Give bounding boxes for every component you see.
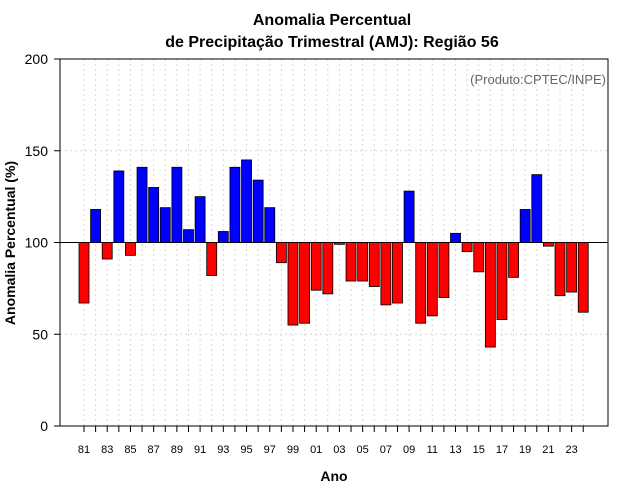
bar-1983	[101, 242, 113, 260]
bar-1992	[206, 242, 218, 276]
bar-1982	[90, 209, 102, 243]
bar-1998	[275, 242, 287, 264]
x-tick-label: 21	[542, 444, 554, 456]
bar-1991	[194, 196, 206, 243]
bar-2010	[415, 242, 427, 324]
x-tick-label: 95	[240, 444, 252, 456]
bar-1987	[148, 187, 160, 243]
bar-2022	[554, 242, 566, 297]
x-tick-label: 03	[333, 444, 345, 456]
bar-2013	[450, 232, 461, 243]
x-tick-label: 85	[124, 444, 136, 456]
bar-2012	[438, 242, 450, 298]
y-tick-label: 50	[32, 326, 48, 342]
x-tick-label: 83	[101, 444, 113, 456]
chart-title: Anomalia Percentual	[253, 12, 411, 29]
bar-1986	[136, 166, 148, 243]
bar-2018	[508, 242, 519, 278]
bar-2023	[566, 242, 578, 293]
x-tick-label: 09	[403, 444, 415, 456]
gridlines	[60, 58, 608, 427]
x-tick-label: 81	[78, 444, 90, 456]
x-tick-label: 13	[449, 444, 461, 456]
bar-1985	[125, 242, 136, 256]
x-tick-label: 87	[148, 444, 160, 456]
x-tick-label: 05	[357, 444, 369, 456]
bar-2009	[403, 190, 415, 243]
bar-1999	[287, 242, 299, 326]
bar-2000	[299, 242, 310, 324]
y-tick-label: 0	[40, 418, 48, 434]
y-tick-label: 100	[25, 235, 49, 251]
bar-2015	[473, 242, 485, 273]
bar-1995	[241, 159, 252, 243]
x-tick-label: 89	[171, 444, 183, 456]
bar-2024	[577, 242, 589, 313]
bar-2006	[368, 242, 380, 287]
bar-2020	[531, 174, 543, 243]
bar-2004	[345, 242, 357, 282]
bar-1989	[171, 166, 183, 243]
x-tick-label: 17	[496, 444, 508, 456]
x-tick-label: 91	[194, 444, 206, 456]
y-axis: 0 50 100 150 200	[25, 51, 60, 434]
x-axis: 81 83 85 87 89 91 93 95 97 99 01 03 05 07 09 11 13 15 17 19…	[78, 426, 584, 456]
bar-1997	[264, 207, 276, 243]
x-tick-label: 93	[217, 444, 229, 456]
bar-2014	[461, 242, 473, 253]
x-tick-label: 97	[264, 444, 276, 456]
bar-2011	[426, 242, 438, 317]
bar-1993	[217, 231, 229, 243]
bars	[78, 159, 589, 348]
bar-2003	[334, 242, 345, 245]
chart-subtitle: de Precipitação Trimestral (AMJ): Região…	[165, 34, 499, 51]
bar-1990	[183, 229, 194, 243]
bar-1994	[229, 166, 241, 243]
y-axis-label: Anomalia Percentual (%)	[2, 161, 18, 325]
x-tick-label: 11	[427, 444, 438, 456]
y-tick-label: 200	[25, 51, 49, 67]
x-tick-label: 15	[473, 444, 485, 456]
credit-text: (Produto:CPTEC/INPE)	[470, 72, 606, 87]
bar-2016	[484, 242, 496, 348]
x-tick-label: 07	[380, 444, 392, 456]
y-tick-label: 150	[25, 143, 49, 159]
bar-2002	[322, 242, 334, 295]
x-axis-label: Ano	[320, 468, 347, 484]
x-tick-label: 23	[565, 444, 577, 456]
x-tick-label: 19	[519, 444, 531, 456]
bar-2005	[357, 242, 369, 282]
bar-2017	[496, 242, 508, 320]
bar-1988	[159, 207, 171, 243]
bar-2001	[310, 242, 322, 291]
bar-2021	[543, 242, 554, 247]
x-tick-label: 99	[287, 444, 299, 456]
bar-1984	[113, 170, 125, 243]
bar-2019	[519, 209, 531, 243]
bar-2008	[392, 242, 403, 304]
bar-1996	[252, 179, 264, 243]
bar-2007	[380, 242, 392, 306]
x-tick-label: 01	[310, 444, 322, 456]
bar-1981	[78, 242, 90, 304]
